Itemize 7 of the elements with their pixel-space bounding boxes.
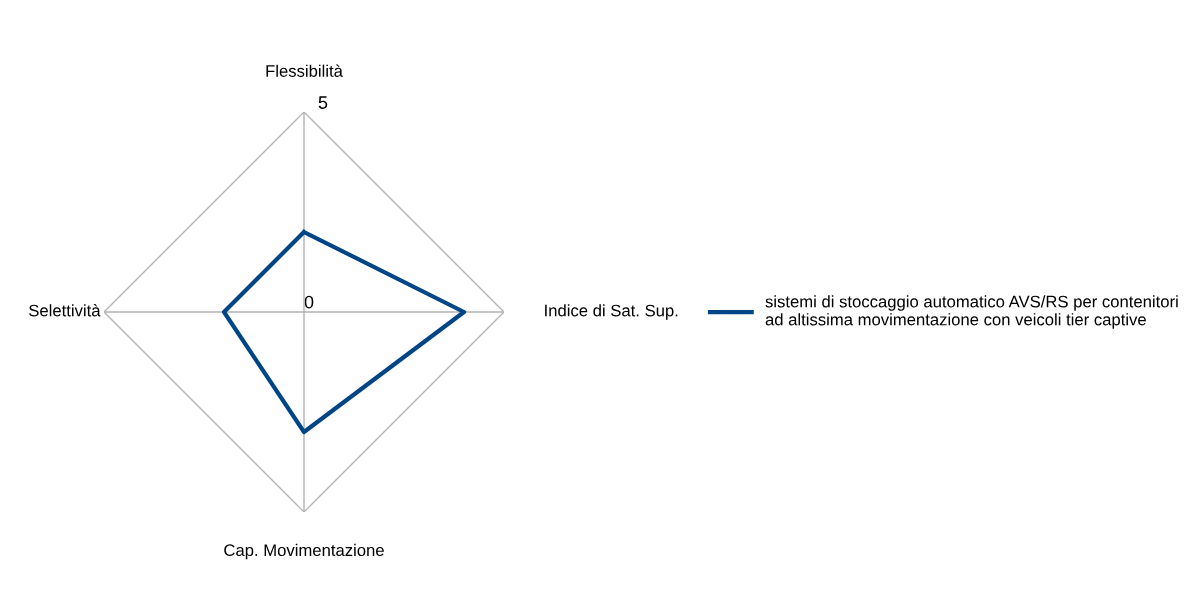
spoke-label: Selettività [29,304,101,317]
spoke-label: Indice di Sat. Sup. [545,304,678,320]
spoke-label: Flessibilità [266,64,343,77]
spoke-label: Cap. Movimentazione [224,543,384,560]
y-tick-label: 0 [304,295,314,309]
y-tick-label: 5 [318,96,328,109]
legend-label: sistemi di stoccaggio automatico AVS/RS per contenitori ad altissima movimentazione con veicoli tier captive [765,295,1178,329]
